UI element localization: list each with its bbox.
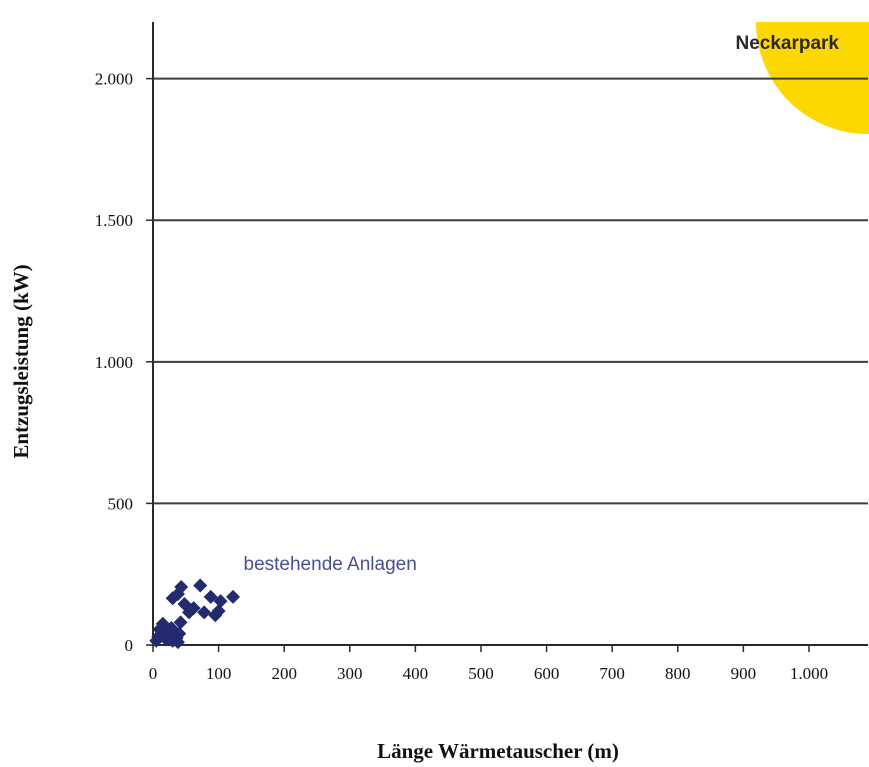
x-tick-label: 400 <box>403 664 429 683</box>
y-tick-label: 1.500 <box>95 211 133 230</box>
annotation-neckarpark: Neckarpark <box>735 33 839 54</box>
data-point-diamond <box>211 604 226 619</box>
data-point-diamond <box>203 589 218 604</box>
x-tick-label: 100 <box>206 664 232 683</box>
x-tick-label: 600 <box>534 664 560 683</box>
data-point-diamond <box>186 601 201 616</box>
y-axis-title: Entzugsleistung (kW) <box>9 264 33 458</box>
y-tick-label: 1.000 <box>95 353 133 372</box>
x-tick-label: 500 <box>468 664 494 683</box>
data-point-diamond <box>193 578 208 593</box>
data-point-diamond <box>174 579 189 594</box>
x-tick-label: 900 <box>731 664 757 683</box>
data-point-diamond <box>226 589 241 604</box>
y-tick-label: 2.000 <box>95 70 133 89</box>
data-point-diamond <box>213 594 228 609</box>
x-tick-label: 300 <box>337 664 363 683</box>
data-point-diamond <box>197 605 212 620</box>
data-point-diamond <box>172 626 187 641</box>
x-tick-label: 700 <box>599 664 625 683</box>
x-tick-label: 200 <box>271 664 297 683</box>
annotation-bestehende-anlagen: bestehende Anlagen <box>244 554 417 575</box>
data-point-diamond <box>170 635 185 650</box>
x-tick-label: 0 <box>149 664 158 683</box>
x-axis-title: Länge Wärmetauscher (m) <box>377 739 619 763</box>
plot-area <box>153 22 868 645</box>
y-tick-label: 0 <box>125 636 134 655</box>
data-point-diamond <box>173 615 188 630</box>
x-tick-label: 1.000 <box>790 664 828 683</box>
x-tick-label: 800 <box>665 664 691 683</box>
y-tick-label: 500 <box>108 494 134 513</box>
